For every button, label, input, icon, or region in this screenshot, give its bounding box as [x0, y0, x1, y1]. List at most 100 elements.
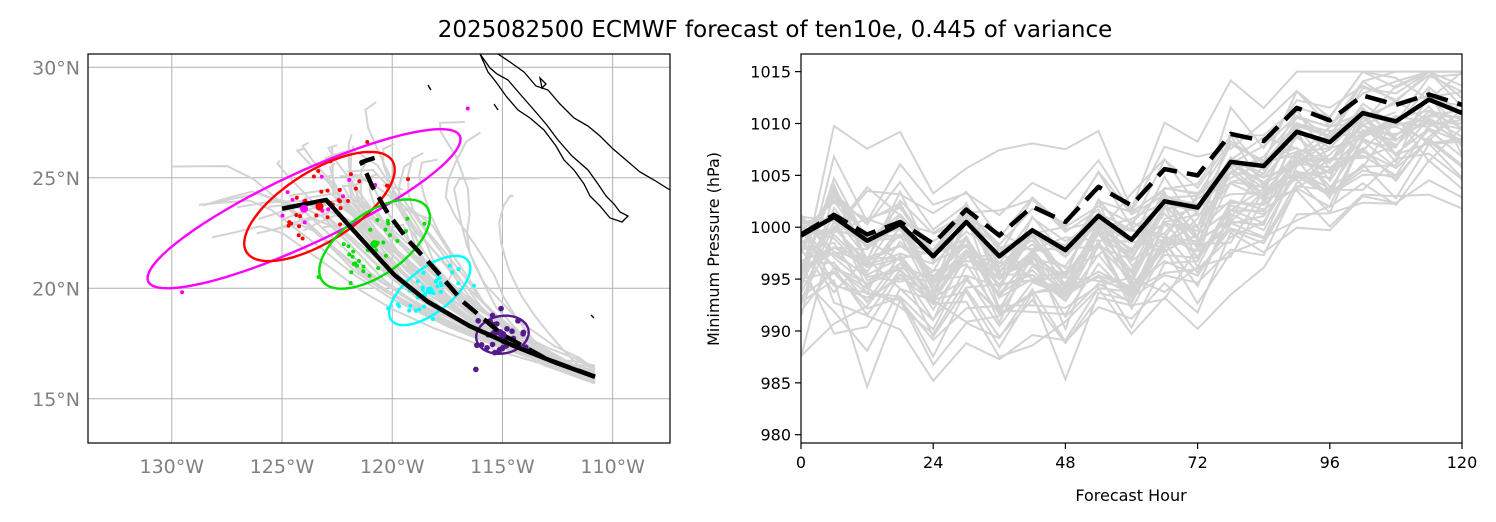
cluster-point [375, 217, 380, 222]
map-lon-tick-label: 115°W [470, 456, 535, 478]
x-tick-label: 96 [1320, 453, 1340, 472]
y-tick-label: 1015 [750, 63, 791, 82]
ensemble-pressure-line [801, 118, 1462, 303]
pressure-ticks: 0 24 48 72 96 120 980 985 990 995 1000 1005 1010 1015 [750, 63, 1477, 472]
map-lon-tick-label: 125°W [250, 456, 315, 478]
x-tick-label: 24 [923, 453, 943, 472]
cluster-point [341, 194, 346, 199]
cluster-point [326, 207, 331, 212]
ensemble-pressure-line [801, 139, 1397, 331]
x-tick-label: 72 [1187, 453, 1207, 472]
pressure-series-dashed [801, 92, 1462, 247]
cluster-point [351, 249, 356, 254]
ensemble-track [202, 190, 596, 374]
cluster-point [395, 238, 400, 243]
cluster-point [438, 289, 443, 294]
island-a [427, 84, 432, 91]
ensemble-pressure-line [801, 74, 1462, 240]
cluster-point [405, 216, 410, 221]
y-tick-label: 985 [760, 374, 791, 393]
cluster-point [319, 174, 324, 179]
cluster-point [347, 177, 352, 182]
cluster-point [404, 229, 409, 234]
cluster-point [422, 221, 427, 226]
cluster-point [406, 177, 411, 182]
cluster-point [475, 317, 482, 324]
cluster-point [350, 254, 355, 259]
cluster-point [395, 302, 400, 307]
cluster-point [290, 197, 295, 202]
cluster-center-marker [498, 330, 507, 339]
ensemble-pressure-line [801, 113, 1462, 298]
baja-california-coastline [479, 54, 630, 223]
ensemble-pressure-line [801, 144, 1397, 359]
cluster-point [294, 212, 299, 217]
cluster-point [180, 290, 185, 295]
x-tick-label: 48 [1055, 453, 1075, 472]
map-lon-tick-label: 130°W [139, 456, 204, 478]
map-tick-labels: 130°W 125°W 120°W 115°W 110°W 15°N 20°N 25°N 30°… [32, 57, 645, 478]
cluster-point [336, 198, 341, 203]
map-background [88, 54, 670, 443]
y-tick-label: 1000 [750, 218, 791, 237]
ensemble-track [407, 152, 596, 381]
cluster-point [337, 188, 342, 193]
cluster-ellipse [387, 254, 472, 327]
cluster-point [296, 233, 301, 238]
mean-tracks [281, 155, 596, 379]
cluster-point [385, 183, 390, 188]
x-tick-label: 120 [1447, 453, 1478, 472]
cluster-point [408, 303, 413, 308]
cluster-point [484, 344, 490, 351]
cluster-center-marker [300, 204, 309, 213]
cluster-point [294, 195, 299, 200]
cluster-point [347, 252, 352, 257]
ensemble-pressure-line [801, 137, 1462, 339]
y-axis-label: Minimum Pressure (hPa) [704, 152, 723, 346]
cluster-point [456, 267, 461, 272]
cluster-point [456, 281, 461, 286]
cluster-point [356, 259, 361, 264]
cluster-point [376, 266, 381, 271]
cluster-point [289, 221, 294, 226]
mainland-mexico-coastline [497, 54, 670, 191]
map-lat-tick-label: 20°N [32, 278, 80, 300]
cluster-point [325, 215, 330, 220]
cluster-point [422, 304, 427, 309]
cluster-point [297, 224, 302, 229]
cluster-point [498, 305, 504, 312]
cluster-point [413, 308, 418, 313]
cluster-point [421, 270, 426, 275]
cluster-point [346, 244, 351, 249]
island-c [538, 76, 547, 90]
map-frame [87, 53, 671, 444]
cluster-point [285, 190, 290, 195]
cluster-point [338, 222, 343, 227]
y-tick-label: 1005 [750, 166, 791, 185]
cluster-point [383, 253, 388, 258]
cluster-point [300, 236, 305, 241]
cluster-point [298, 214, 303, 219]
pressure-panel: 0 24 48 72 96 120 980 985 990 995 1000 1005 1010 1015… [704, 53, 1477, 505]
ensemble-track [444, 131, 596, 383]
x-tick-label: 0 [796, 453, 806, 472]
cluster-point [353, 186, 358, 191]
cluster-point [361, 264, 366, 269]
y-tick-label: 1010 [750, 115, 791, 134]
cluster-point [349, 270, 354, 275]
cluster-point [433, 279, 438, 284]
cluster-point [367, 273, 372, 278]
cluster-point [280, 213, 285, 218]
island-d [590, 314, 595, 319]
cluster-point [381, 240, 386, 245]
ensemble-pressure-lines [801, 70, 1462, 390]
cluster-center-marker [370, 240, 379, 249]
ensemble-pressure-line [801, 88, 1462, 293]
coastline [427, 54, 670, 319]
cluster-point [357, 179, 362, 184]
cluster-point [388, 233, 393, 238]
x-axis-label: Forecast Hour [1075, 486, 1187, 505]
cluster-point [316, 169, 321, 174]
cluster-center-marker [425, 286, 434, 295]
